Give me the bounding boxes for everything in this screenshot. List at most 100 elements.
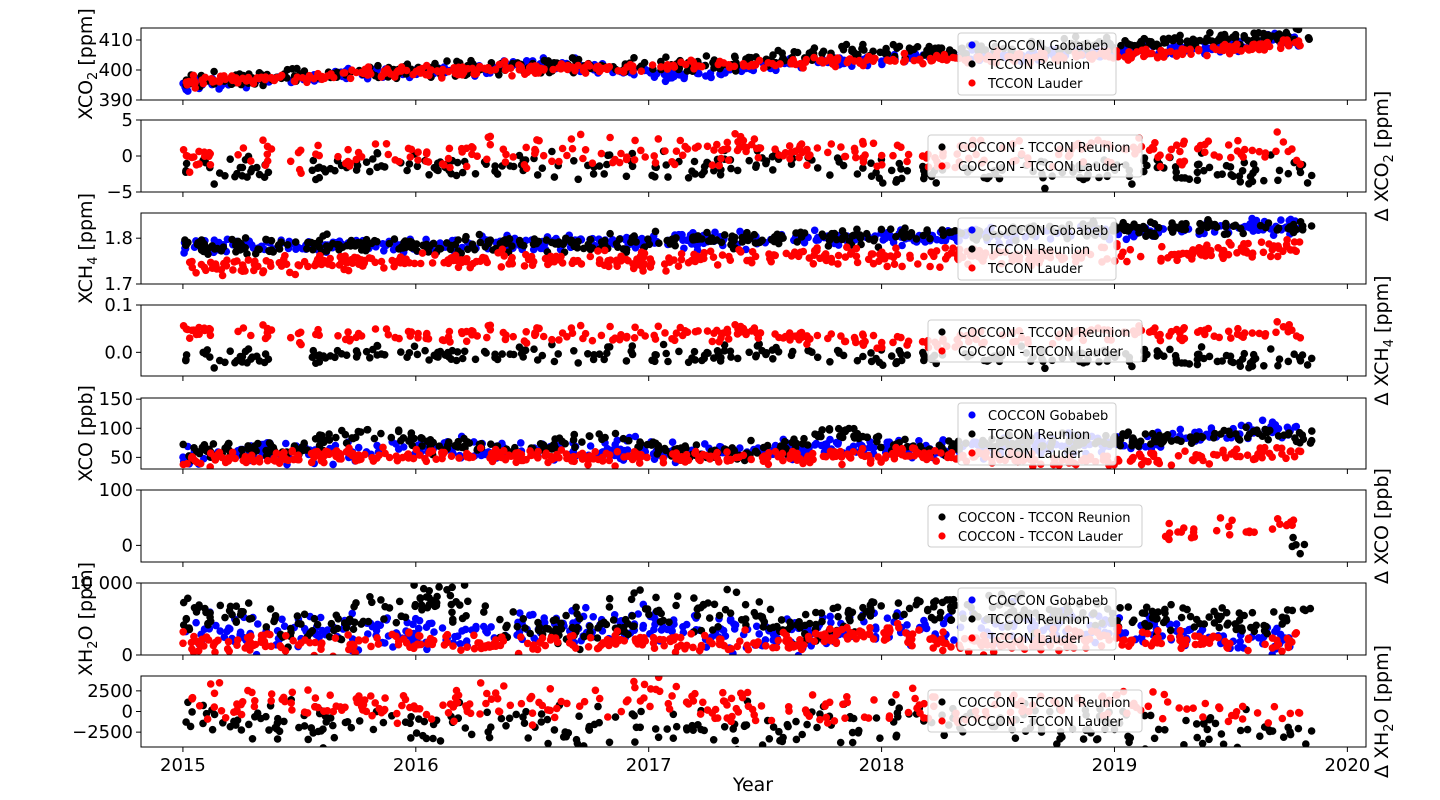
- data-point: [821, 255, 830, 264]
- data-point: [404, 144, 413, 153]
- data-point: [1284, 169, 1293, 178]
- data-point: [588, 159, 597, 167]
- data-point: [365, 254, 374, 262]
- data-point: [1196, 226, 1205, 235]
- data-point: [670, 336, 679, 345]
- data-point: [571, 443, 579, 452]
- data-point: [259, 268, 267, 277]
- data-point: [454, 263, 463, 272]
- data-point: [441, 351, 449, 359]
- data-point: [1204, 137, 1213, 145]
- data-point: [664, 357, 672, 366]
- legend-label: TCCON Reunion: [987, 243, 1090, 258]
- data-point: [841, 152, 850, 161]
- data-point: [243, 250, 251, 258]
- data-point: [476, 62, 484, 71]
- data-point: [1273, 252, 1282, 261]
- data-point: [892, 178, 900, 186]
- data-point: [410, 259, 419, 268]
- data-point: [690, 250, 698, 259]
- data-point: [262, 257, 271, 265]
- data-point: [1268, 32, 1276, 40]
- data-point: [1209, 450, 1218, 459]
- data-point: [1200, 166, 1208, 175]
- data-point: [1229, 33, 1237, 41]
- data-point: [1180, 222, 1189, 230]
- data-point: [568, 144, 577, 153]
- data-point: [467, 56, 475, 65]
- data-point: [354, 148, 363, 157]
- y-tick-label: 0.0: [104, 342, 133, 363]
- data-point: [321, 168, 330, 176]
- data-point: [428, 259, 437, 267]
- data-point: [724, 61, 733, 69]
- data-point: [1296, 168, 1305, 177]
- data-point: [539, 332, 548, 341]
- data-point: [919, 59, 927, 68]
- data-point: [488, 457, 497, 466]
- data-point: [694, 327, 702, 335]
- data-point: [314, 141, 322, 150]
- data-point: [210, 180, 218, 188]
- data-point: [548, 335, 556, 344]
- data-point: [413, 162, 422, 171]
- y-axis-label: Δ XCH4 [ppm]: [1371, 275, 1397, 405]
- data-point: [1171, 163, 1180, 171]
- data-point: [458, 329, 467, 338]
- data-point: [458, 168, 467, 177]
- data-point: [186, 78, 195, 87]
- data-point: [1277, 216, 1285, 224]
- data-point: [635, 443, 644, 451]
- data-point: [1180, 137, 1188, 146]
- panel-frame: [140, 27, 1367, 101]
- data-point: [745, 156, 753, 165]
- data-point: [700, 254, 708, 263]
- data-point: [1140, 52, 1148, 61]
- data-point: [750, 135, 759, 143]
- data-point: [501, 158, 510, 166]
- data-point: [210, 67, 218, 76]
- data-point: [634, 453, 642, 462]
- data-point: [645, 240, 654, 249]
- data-point: [1274, 176, 1282, 185]
- data-point: [1203, 241, 1211, 249]
- data-point: [427, 66, 436, 74]
- data-point: [1307, 436, 1316, 445]
- data-point: [877, 151, 886, 160]
- data-point: [926, 262, 934, 271]
- data-point: [464, 245, 472, 254]
- data-point: [886, 225, 895, 233]
- data-point: [1213, 171, 1222, 179]
- data-point: [1257, 238, 1266, 246]
- data-point: [1194, 46, 1203, 55]
- data-point: [752, 329, 761, 337]
- data-point: [713, 347, 722, 355]
- legend-marker: [968, 226, 976, 234]
- data-point: [841, 337, 850, 346]
- data-point: [859, 352, 867, 361]
- data-point: [897, 356, 906, 365]
- y-tick-label: 400: [99, 60, 133, 81]
- data-point: [630, 156, 639, 164]
- data-point: [768, 152, 777, 161]
- data-point: [939, 436, 947, 444]
- data-point: [751, 447, 760, 456]
- data-point: [286, 157, 295, 166]
- data-point: [1217, 430, 1225, 438]
- legend-marker: [938, 162, 946, 170]
- data-point: [404, 327, 413, 336]
- data-point: [771, 145, 779, 153]
- data-point: [1130, 41, 1139, 50]
- data-point: [1178, 161, 1186, 169]
- data-point: [259, 136, 267, 144]
- data-point: [346, 74, 355, 83]
- data-point: [1196, 36, 1204, 45]
- data-point: [307, 458, 316, 467]
- data-point: [604, 151, 612, 160]
- data-point: [945, 228, 953, 237]
- data-point: [698, 170, 706, 179]
- data-point: [1171, 351, 1180, 360]
- data-point: [483, 258, 492, 267]
- data-point: [1290, 350, 1298, 359]
